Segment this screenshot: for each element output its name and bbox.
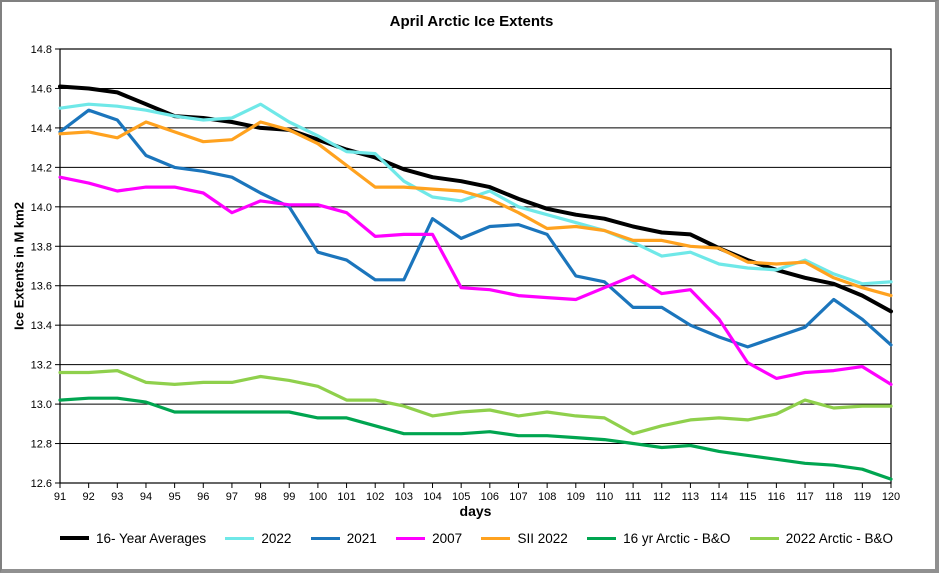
y-tick-label: 13.2 <box>31 360 52 372</box>
x-tick-label: 92 <box>83 491 95 503</box>
legend-item-sii-2022: SII 2022 <box>481 528 568 548</box>
x-tick-label: 100 <box>309 491 327 503</box>
legend-label-2022: 2022 <box>261 530 292 546</box>
legend-item-16-year-averages: 16- Year Averages <box>60 528 206 548</box>
x-tick-label: 117 <box>796 491 814 503</box>
legend-swatch-sii-2022 <box>481 536 511 540</box>
x-tick-label: 105 <box>452 491 470 503</box>
series-line-sii-2022 <box>58 120 893 298</box>
series-line-2022-arctic-bo <box>58 369 893 436</box>
plot-area-border <box>59 48 892 484</box>
y-tick-label: 13.4 <box>31 320 52 332</box>
x-tick-label: 120 <box>882 491 900 503</box>
x-tick-label: 99 <box>283 491 295 503</box>
legend-item-2007: 2007 <box>396 528 462 548</box>
y-tick-label: 12.8 <box>31 439 52 451</box>
legend-swatch-16-yr-arctic-bo <box>587 536 617 540</box>
x-axis-title: days <box>459 503 492 519</box>
series-line-16-year-averages <box>58 84 893 314</box>
x-tick-label: 114 <box>710 491 728 503</box>
legend-label-sii-2022: SII 2022 <box>517 530 568 546</box>
x-tick-label: 107 <box>509 491 527 503</box>
x-tick-label: 118 <box>825 491 843 503</box>
x-tick-label: 108 <box>538 491 556 503</box>
legend-swatch-2007 <box>396 536 426 540</box>
x-tick-label: 93 <box>111 491 123 503</box>
legend-item-2022: 2022 <box>225 528 291 548</box>
y-tick-label: 13.8 <box>31 241 52 253</box>
legend-label-2007: 2007 <box>432 530 463 546</box>
y-tick-label: 13.6 <box>31 281 52 293</box>
series-line-16-yr-arctic-bo <box>58 396 893 481</box>
x-tick-label: 119 <box>854 491 872 503</box>
y-tick-label: 14.8 <box>31 44 52 56</box>
x-tick-label: 96 <box>197 491 209 503</box>
chart-title: April Arctic Ice Extents <box>389 13 554 30</box>
x-tick-label: 112 <box>653 491 671 503</box>
legend-item-16-yr-arctic-bo: 16 yr Arctic - B&O <box>587 528 730 548</box>
y-tick-label: 14.4 <box>31 123 52 135</box>
y-tick-label: 14.0 <box>31 202 52 214</box>
legend-swatch-2022 <box>225 536 255 540</box>
legend-swatch-2021 <box>310 536 340 540</box>
x-tick-label: 109 <box>567 491 585 503</box>
legend-swatch-2022-arctic-bo <box>749 536 779 540</box>
x-tick-label: 98 <box>254 491 266 503</box>
legend: 16- Year Averages 2022 2021 2007 SII 2022 16 … <box>60 528 893 548</box>
legend-label-16-year-averages: 16- Year Averages <box>96 530 207 546</box>
x-tick-label: 101 <box>337 491 355 503</box>
legend-label-16-yr-arctic-bo: 16 yr Arctic - B&O <box>623 530 731 546</box>
x-tick-label: 104 <box>423 491 441 503</box>
x-tick-label: 103 <box>395 491 413 503</box>
series-line-2007 <box>58 175 893 386</box>
y-tick-label: 12.6 <box>31 478 52 490</box>
y-tick-label: 14.6 <box>31 83 52 95</box>
x-tick-label: 110 <box>596 491 614 503</box>
legend-label-2021: 2021 <box>346 530 377 546</box>
x-tick-label: 106 <box>481 491 499 503</box>
y-tick-label: 14.2 <box>31 162 52 174</box>
legend-item-2021: 2021 <box>310 528 377 548</box>
x-tick-label: 116 <box>768 491 786 503</box>
series-line-2021 <box>58 108 893 349</box>
x-tick-label: 113 <box>682 491 700 503</box>
x-tick-label: 91 <box>54 491 66 503</box>
x-tick-label: 97 <box>226 491 238 503</box>
legend-label-2022-arctic-bo: 2022 Arctic - B&O <box>785 530 893 546</box>
x-tick-label: 111 <box>625 491 642 503</box>
x-tick-label: 95 <box>168 491 180 503</box>
legend-item-2022-arctic-bo: 2022 Arctic - B&O <box>749 528 893 548</box>
y-tick-label: 13.0 <box>31 399 52 411</box>
x-tick-label: 102 <box>366 491 384 503</box>
x-tick-label: 94 <box>140 491 152 503</box>
legend-swatch-16-year-averages <box>60 536 89 540</box>
x-tick-label: 115 <box>739 491 757 503</box>
